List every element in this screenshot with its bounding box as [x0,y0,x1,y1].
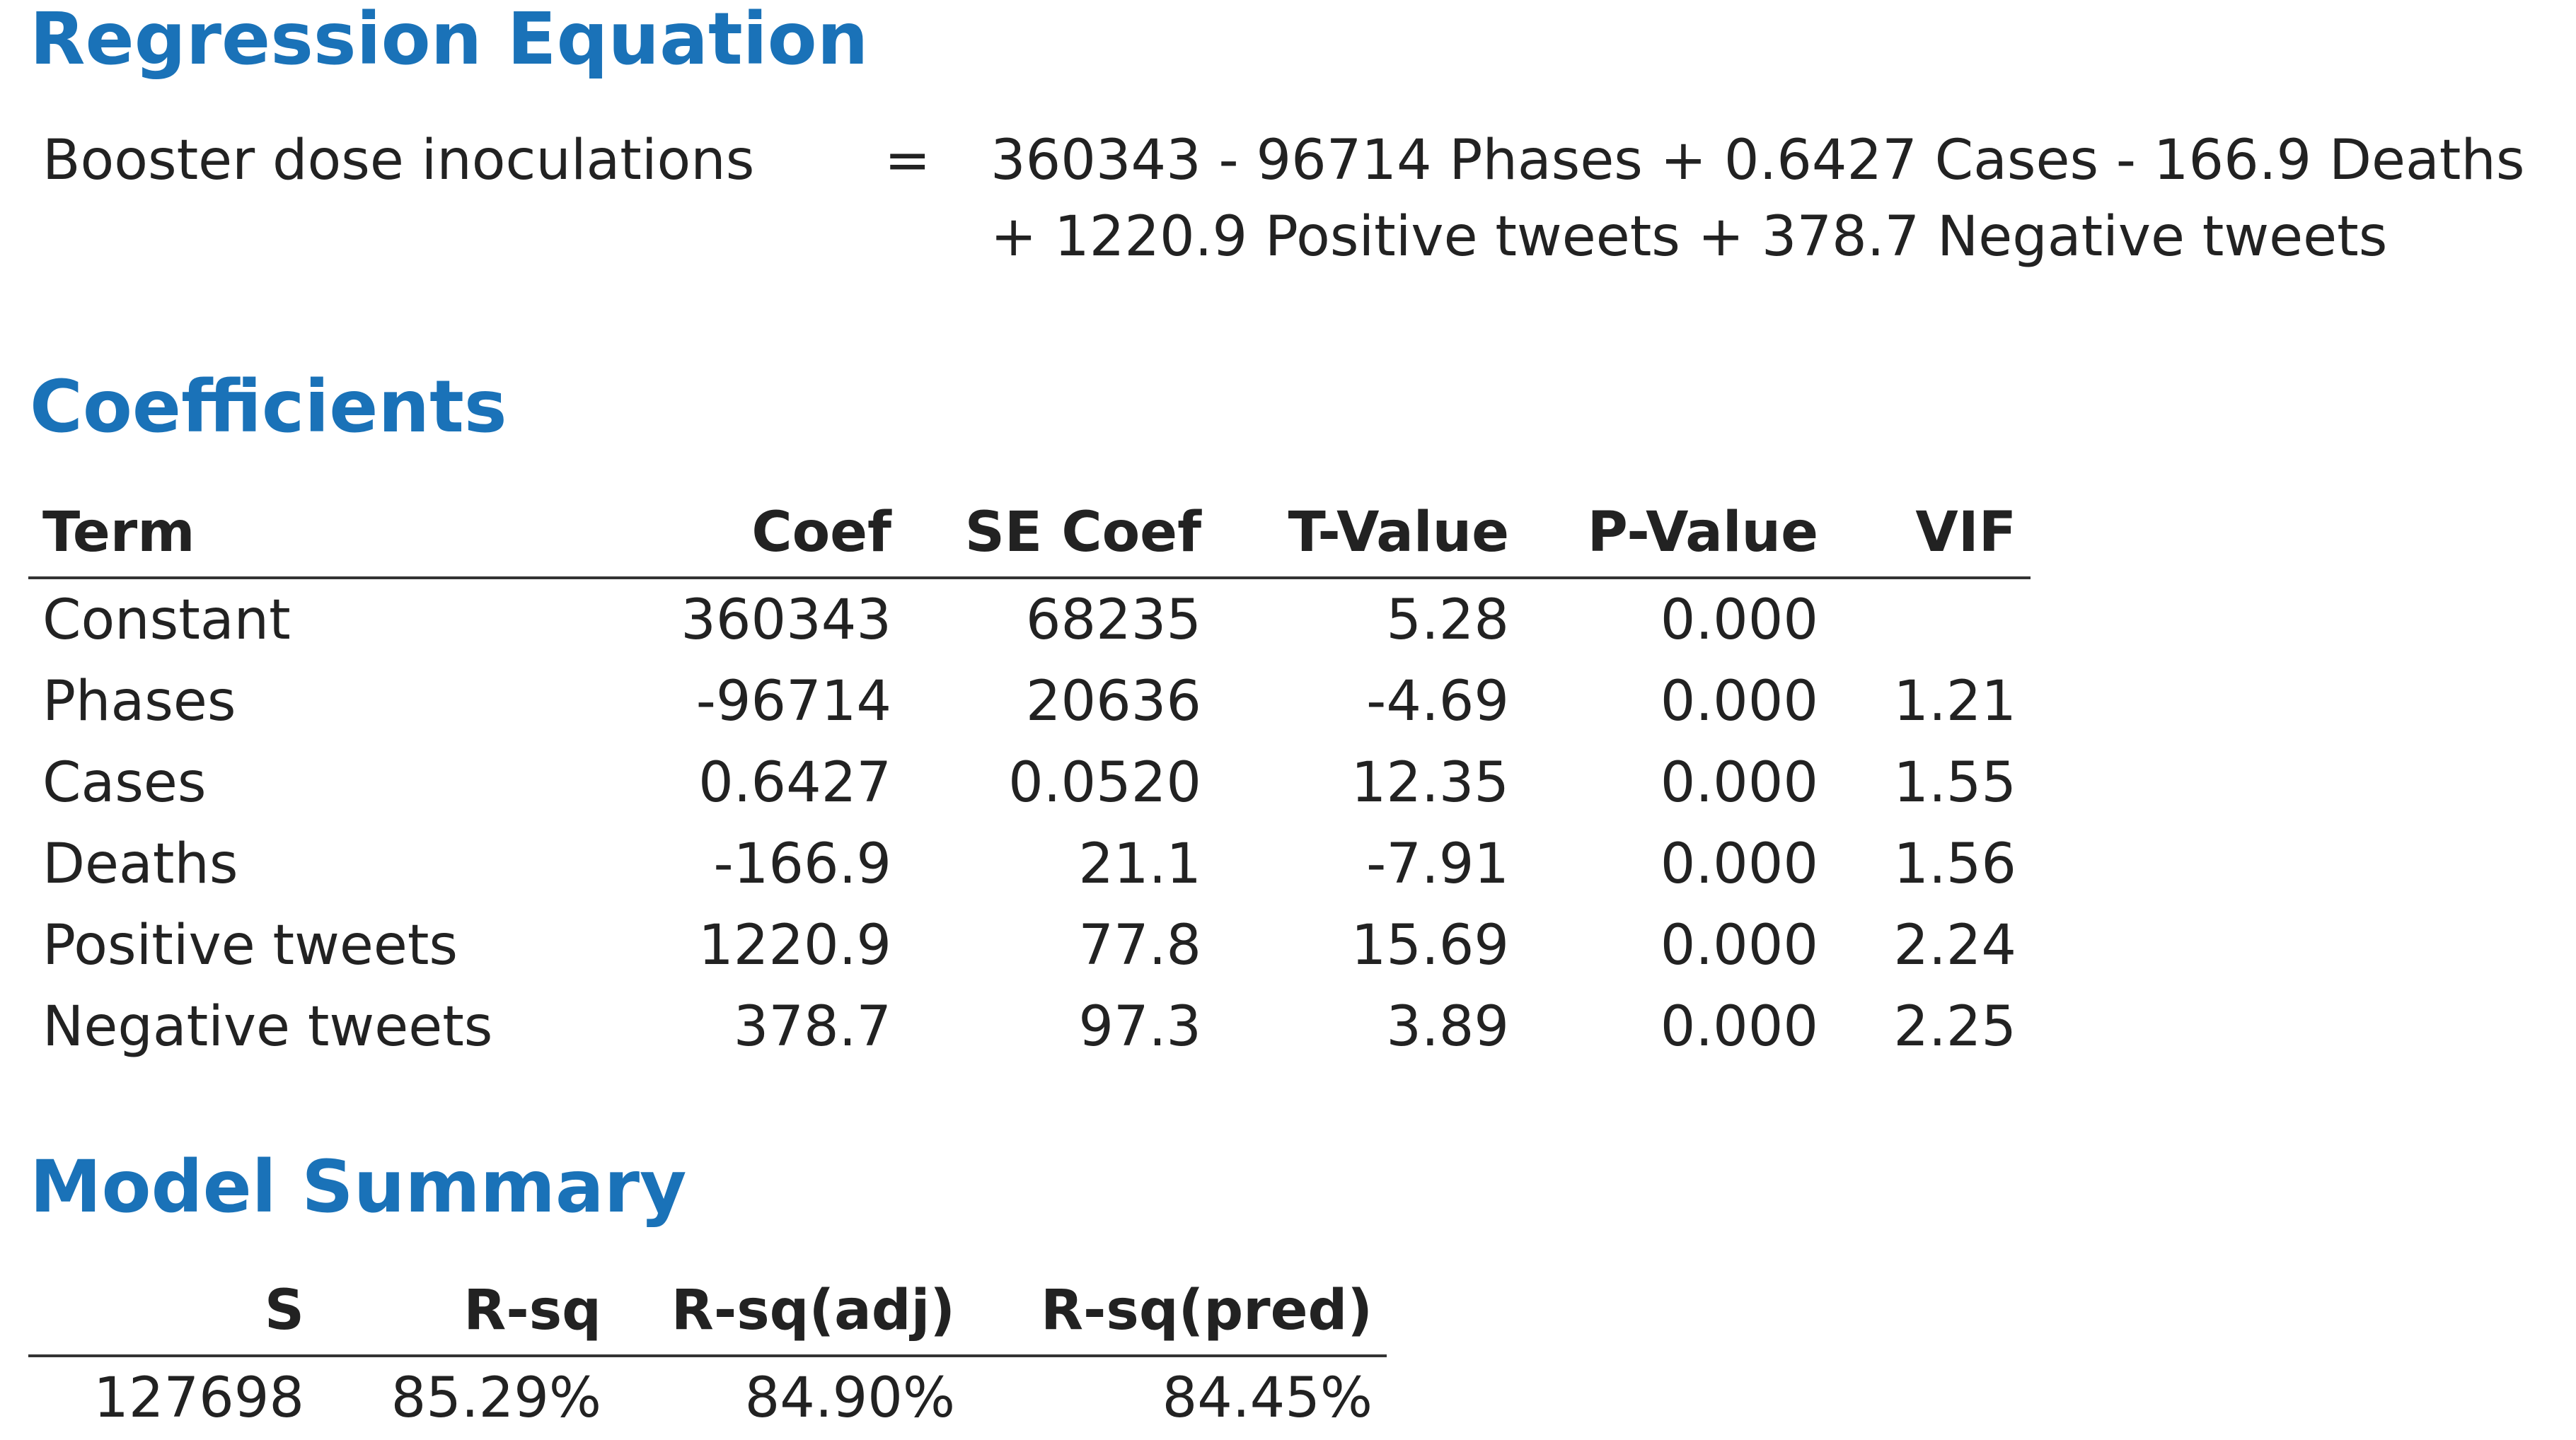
column-header-p-value: P-Value [1587,500,1818,564]
column-header-coef: Coef [751,500,891,564]
r-sq-value-cell: 85.29% [391,1366,601,1430]
column-header-r-sq: R-sq [463,1278,601,1342]
term-cell: Phases [42,669,236,733]
column-header-s: S [264,1278,304,1342]
coef-cell: 0.6427 [698,750,891,815]
coef-cell: 360343 [681,588,891,652]
equation-right-hand-side: 360343 - 96714 Phases + 0.6427 Cases - 1… [990,122,2524,275]
coef-cell: 1220.9 [698,913,891,977]
coef-cell: -166.9 [713,832,891,896]
coefficients-heading: Coefficients [30,365,507,449]
column-header-r-sq-pred: R-sq(pred) [1040,1278,1373,1342]
table-row: Positive tweets 1220.9 77.8 15.69 0.000 … [28,905,2031,986]
se-coef-cell: 77.8 [1078,913,1201,977]
equation-line-1: 360343 - 96714 Phases + 0.6427 Cases - 1… [990,129,2525,192]
p-value-cell: 0.000 [1660,994,1818,1059]
equation-equals-sign: = [884,129,931,192]
s-value-cell: 127698 [93,1366,304,1430]
t-value-cell: 3.89 [1386,994,1509,1059]
se-coef-cell: 20636 [1025,669,1201,733]
vif-cell: 1.21 [1893,669,2016,733]
r-sq-pred-value-cell: 84.45% [1162,1366,1373,1430]
t-value-cell: 12.35 [1351,750,1509,815]
coef-cell: -96714 [695,669,891,733]
se-coef-cell: 0.0520 [1008,750,1201,815]
coefficients-table: Term Coef SE Coef T-Value P-Value VIF Co… [28,488,2031,1067]
equation-line-2: + 1220.9 Positive tweets + 378.7 Negativ… [990,205,2388,269]
model-summary-heading: Model Summary [30,1145,687,1229]
model-summary-header-row: S R-sq R-sq(adj) R-sq(pred) [28,1266,1387,1356]
equation-response-term: Booster dose inoculations [42,129,755,192]
column-header-term: Term [42,500,195,564]
t-value-cell: -7.91 [1366,832,1509,896]
coef-cell: 378.7 [733,994,891,1059]
column-header-se-coef: SE Coef [964,500,1201,564]
table-row: Phases -96714 20636 -4.69 0.000 1.21 [28,661,2031,742]
vif-cell: 2.24 [1893,913,2016,977]
table-row: Cases 0.6427 0.0520 12.35 0.000 1.55 [28,742,2031,823]
p-value-cell: 0.000 [1660,913,1818,977]
term-cell: Negative tweets [42,994,493,1059]
p-value-cell: 0.000 [1660,832,1818,896]
model-summary-table: S R-sq R-sq(adj) R-sq(pred) 127698 85.29… [28,1266,1387,1439]
se-coef-cell: 97.3 [1078,994,1201,1059]
regression-equation-heading: Regression Equation [30,0,869,81]
term-cell: Constant [42,588,291,652]
term-cell: Cases [42,750,207,815]
term-cell: Deaths [42,832,238,896]
t-value-cell: 5.28 [1386,588,1509,652]
vif-cell: 2.25 [1893,994,2016,1059]
column-header-vif: VIF [1915,500,2016,564]
table-row: 127698 85.29% 84.90% 84.45% [28,1356,1387,1439]
r-sq-adj-value-cell: 84.90% [744,1366,955,1430]
column-header-t-value: T-Value [1288,500,1509,564]
vif-cell [1818,578,2031,661]
p-value-cell: 0.000 [1660,588,1818,652]
table-row: Negative tweets 378.7 97.3 3.89 0.000 2.… [28,986,2031,1067]
term-cell: Positive tweets [42,913,458,977]
column-header-r-sq-adj: R-sq(adj) [671,1278,955,1342]
p-value-cell: 0.000 [1660,669,1818,733]
coefficients-header-row: Term Coef SE Coef T-Value P-Value VIF [28,488,2031,578]
vif-cell: 1.55 [1893,750,2016,815]
p-value-cell: 0.000 [1660,750,1818,815]
vif-cell: 1.56 [1893,832,2016,896]
table-row: Constant 360343 68235 5.28 0.000 [28,578,2031,661]
table-row: Deaths -166.9 21.1 -7.91 0.000 1.56 [28,823,2031,905]
t-value-cell: -4.69 [1366,669,1509,733]
t-value-cell: 15.69 [1351,913,1509,977]
se-coef-cell: 21.1 [1078,832,1201,896]
se-coef-cell: 68235 [1025,588,1201,652]
